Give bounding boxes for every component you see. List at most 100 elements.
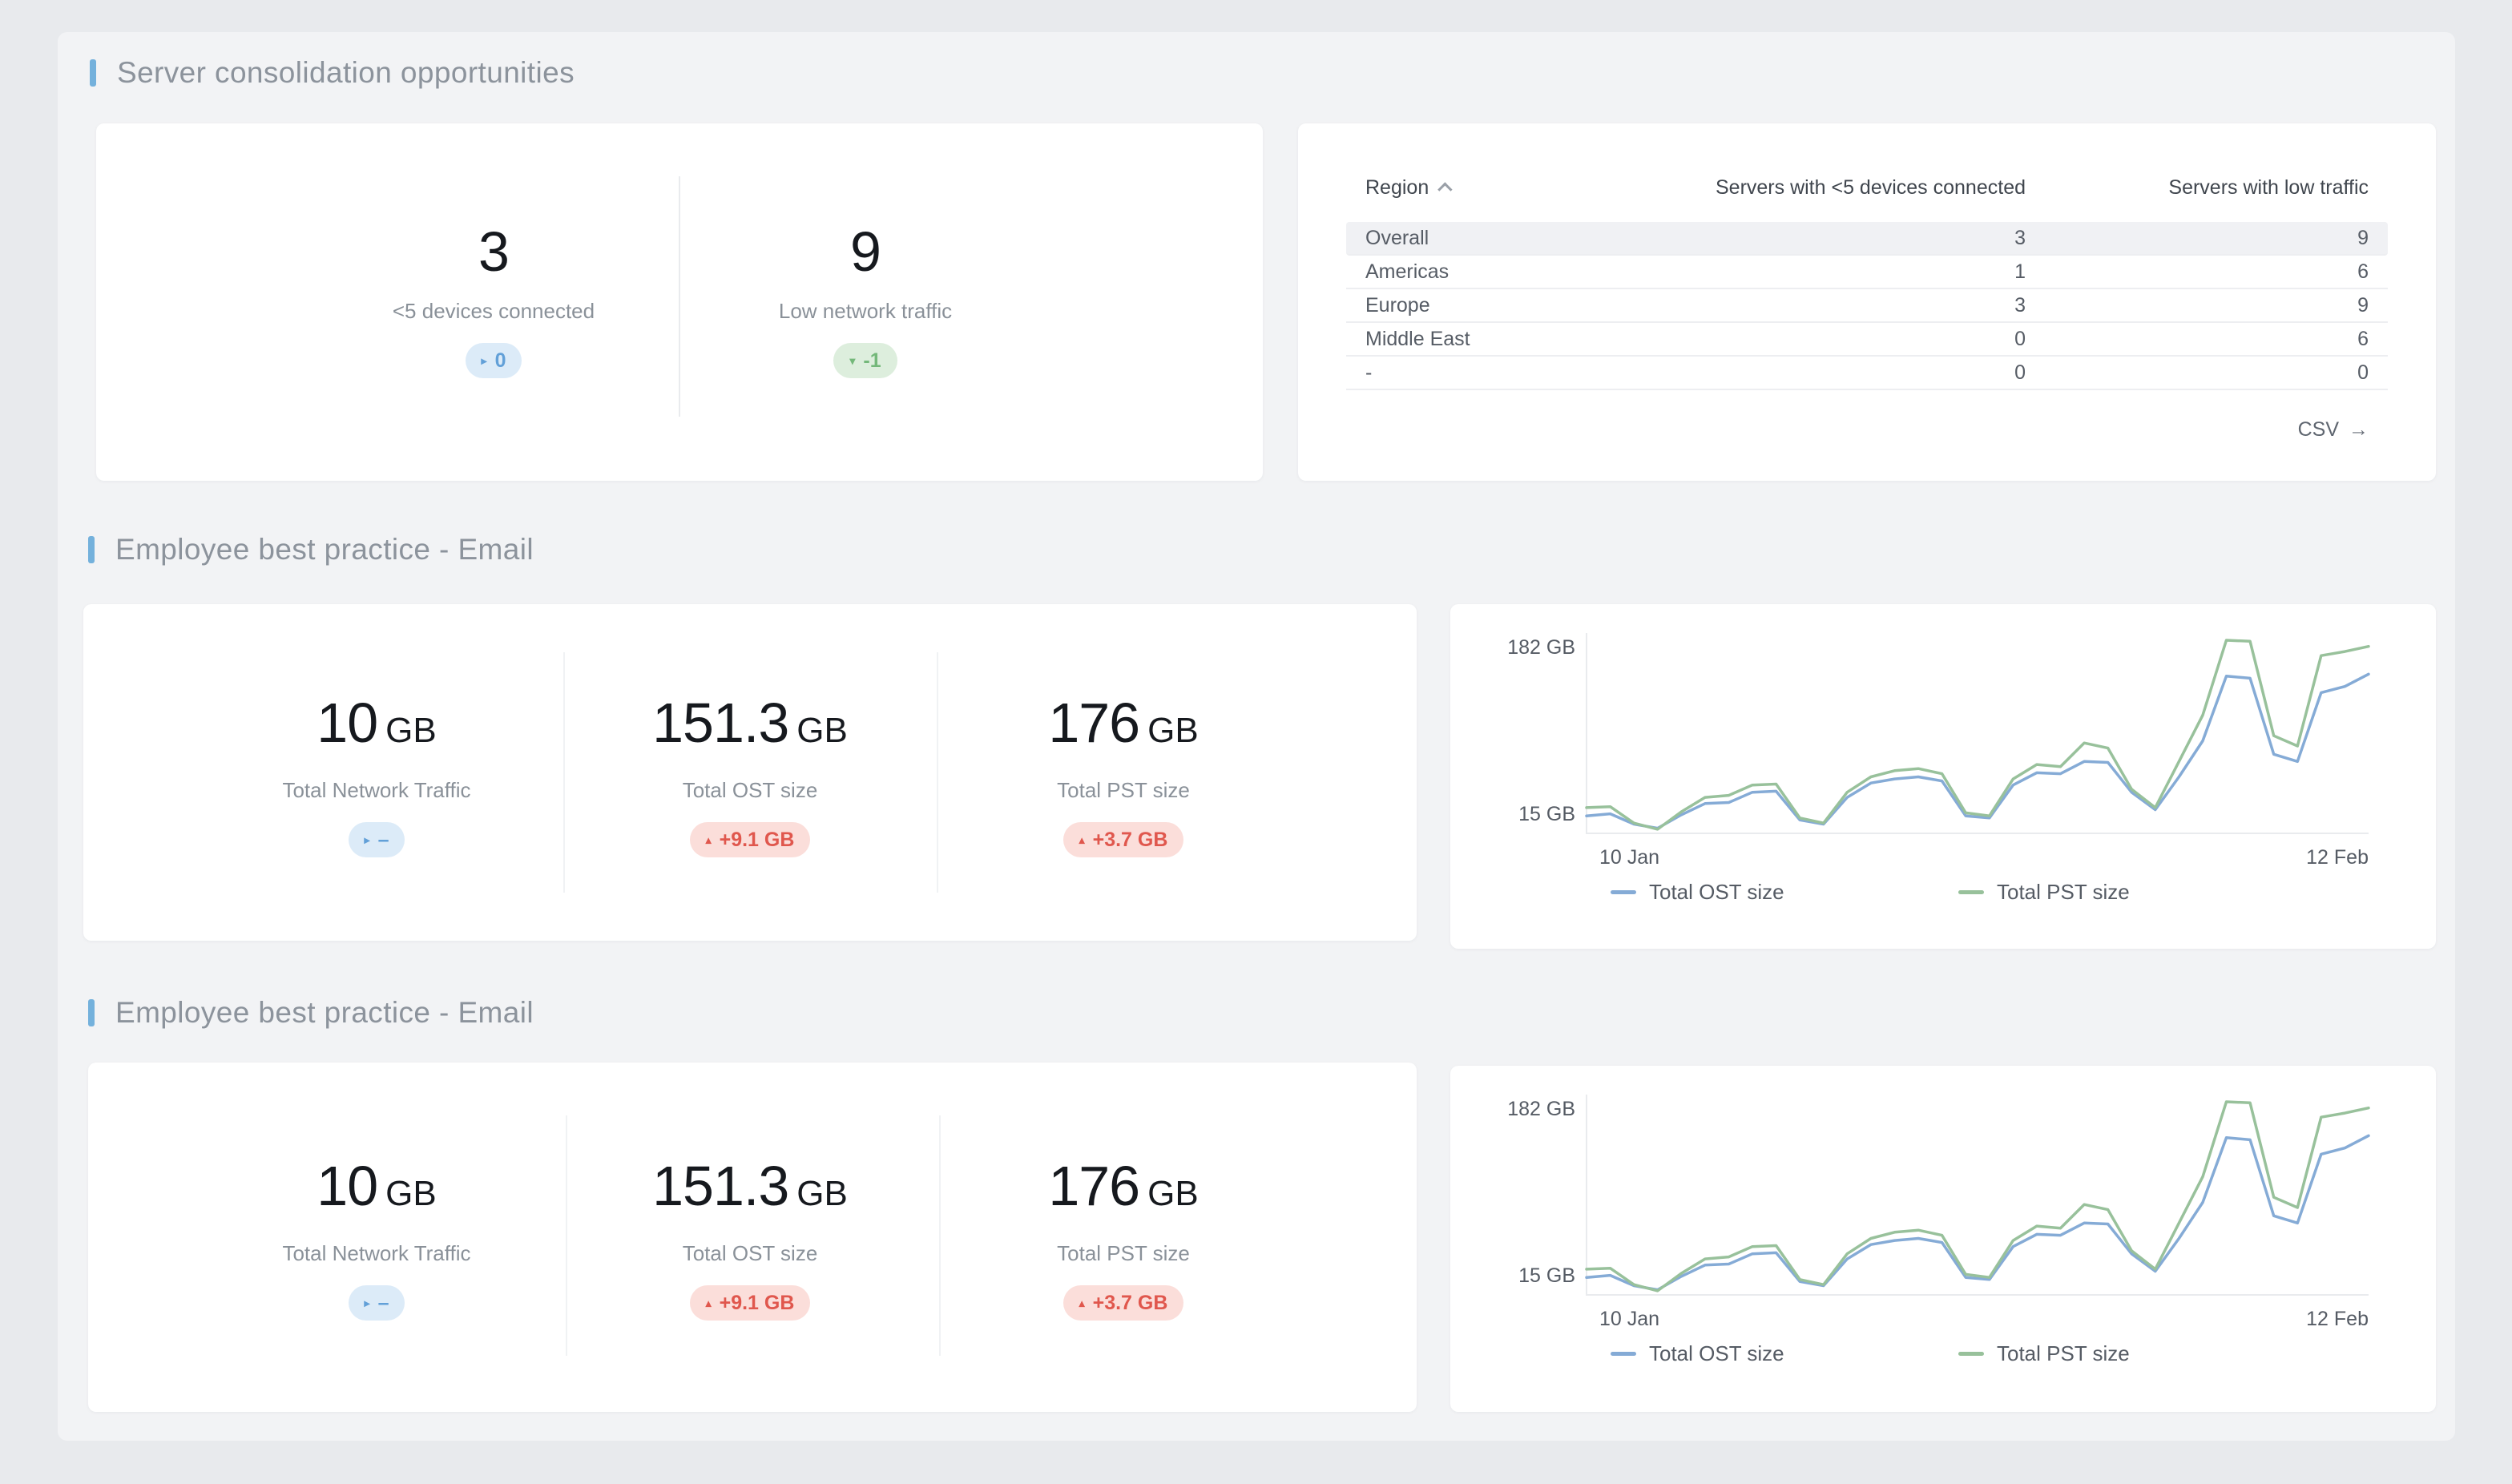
legend-label: Total OST size: [1649, 1341, 1784, 1365]
table-row-middle-east[interactable]: Middle East 0 6: [1346, 323, 2388, 357]
legend-item-pst[interactable]: Total PST size: [1958, 878, 2130, 905]
divider: [937, 652, 938, 893]
legend-item-pst[interactable]: Total PST size: [1958, 1340, 2130, 1367]
stat-label: Low network traffic: [778, 299, 953, 323]
x-axis-label-end: 12 Feb: [2306, 1308, 2369, 1330]
delta-value: 0: [494, 349, 506, 372]
stat-label: Total OST size: [682, 778, 818, 802]
stat-label: Total Network Traffic: [282, 778, 471, 802]
sort-asc-icon: [1437, 181, 1453, 197]
csv-export-link[interactable]: CSV →: [2298, 415, 2369, 444]
section-title: Server consolidation opportunities: [117, 56, 575, 89]
cell-low: 9: [2357, 293, 2369, 317]
accent-bar-icon: [90, 59, 96, 87]
delta-badge: ▸ 0: [465, 343, 522, 378]
cell-lt5: 3: [2014, 293, 2026, 317]
consolidation-stats-card: 3 <5 devices connected ▸ 0 9 Low network …: [96, 123, 1263, 481]
table-body: Overall 3 9 Americas 1 6 Europe 3 9 Midd…: [1346, 222, 2388, 390]
stat-unit: GB: [1147, 711, 1199, 750]
section-header-email-2: Employee best practice - Email: [88, 995, 534, 1030]
cell-region: Overall: [1365, 226, 1429, 249]
table-header-region[interactable]: Region: [1365, 176, 1577, 200]
stat-total-network-traffic: 10 GB Total Network Traffic ▸ –: [192, 1152, 561, 1321]
cell-lt5: 3: [2014, 226, 2026, 249]
stat-label: Total Network Traffic: [282, 1241, 471, 1265]
legend-swatch-ost-icon: [1611, 1351, 1636, 1356]
delta-badge: ▴ +9.1 GB: [689, 1285, 811, 1321]
table-row-unassigned[interactable]: - 0 0: [1346, 357, 2388, 390]
email-chart-card-1: 182 GB 15 GB 10 Jan 12 Feb Total OST siz…: [1450, 604, 2436, 949]
triangle-down-icon: ▾: [849, 354, 856, 367]
stat-low-network-traffic: 9 Low network traffic ▾ -1: [681, 218, 1050, 378]
legend-label: Total PST size: [1997, 1341, 2130, 1365]
accent-bar-icon: [88, 999, 95, 1026]
stat-unit: GB: [796, 711, 848, 750]
legend-swatch-ost-icon: [1611, 889, 1636, 894]
cell-region: -: [1365, 361, 1373, 384]
email-chart-card-2: 182 GB 15 GB 10 Jan 12 Feb Total OST siz…: [1450, 1066, 2436, 1412]
delta-badge: ▴ +9.1 GB: [689, 822, 811, 857]
triangle-up-icon: ▴: [705, 1296, 712, 1309]
stat-unit: GB: [796, 1174, 848, 1213]
stat-label: Total PST size: [1057, 778, 1190, 802]
table-header-servers-low-traffic[interactable]: Servers with low traffic: [2168, 175, 2369, 199]
legend-label: Total PST size: [1997, 879, 2130, 904]
divider: [939, 1115, 941, 1356]
divider: [563, 652, 565, 893]
triangle-right-icon: ▸: [481, 354, 487, 367]
stat-total-network-traffic: 10 GB Total Network Traffic ▸ –: [192, 689, 561, 857]
x-axis-label-start: 10 Jan: [1599, 1308, 1660, 1330]
table-header-row: Region Servers with <5 devices connected…: [1346, 171, 2388, 204]
stat-unit: GB: [1147, 1174, 1199, 1213]
cell-low: 6: [2357, 260, 2369, 283]
cell-low: 0: [2357, 361, 2369, 384]
stat-unit: GB: [385, 1174, 437, 1213]
delta-badge: ▸ –: [348, 1285, 405, 1321]
email-stats-card-2: 10 GB Total Network Traffic ▸ – 151.3 GB To…: [88, 1063, 1417, 1412]
stat-label: <5 devices connected: [392, 299, 595, 323]
section-header-email-1: Employee best practice - Email: [88, 532, 534, 567]
stat-total-ost-size: 151.3 GB Total OST size ▴ +9.1 GB: [566, 689, 934, 857]
stat-label: Total OST size: [682, 1241, 818, 1265]
stat-value: 151.3: [652, 692, 789, 754]
x-axis-label-start: 10 Jan: [1599, 846, 1660, 869]
region-table-card: Region Servers with <5 devices connected…: [1298, 123, 2436, 481]
stat-total-pst-size: 176 GB Total PST size ▴ +3.7 GB: [939, 1152, 1308, 1321]
legend-item-ost[interactable]: Total OST size: [1611, 878, 1784, 905]
table-row-overall[interactable]: Overall 3 9: [1346, 222, 2388, 256]
delta-value: –: [377, 1291, 389, 1314]
section-title: Employee best practice - Email: [115, 996, 534, 1029]
line-chart[interactable]: [1450, 1066, 2436, 1410]
cell-lt5: 1: [2014, 260, 2026, 283]
table-header-servers-lt5[interactable]: Servers with <5 devices connected: [1715, 175, 2026, 199]
x-axis-label-end: 12 Feb: [2306, 846, 2369, 869]
cell-region: Middle East: [1365, 327, 1470, 350]
delta-badge: ▾ -1: [833, 343, 897, 378]
triangle-right-icon: ▸: [364, 1296, 370, 1309]
cell-low: 9: [2357, 226, 2369, 249]
delta-value: –: [377, 828, 389, 851]
stat-value: 10: [317, 692, 378, 754]
table-row-americas[interactable]: Americas 1 6: [1346, 256, 2388, 289]
delta-badge: ▴ +3.7 GB: [1062, 822, 1184, 857]
stat-label: Total PST size: [1057, 1241, 1190, 1265]
delta-value: +3.7 GB: [1092, 1291, 1168, 1314]
triangle-up-icon: ▴: [705, 833, 712, 846]
line-chart[interactable]: [1450, 604, 2436, 949]
y-axis-label-max: 182 GB: [1507, 636, 1575, 659]
stat-value: 151.3: [652, 1155, 789, 1217]
legend-swatch-pst-icon: [1958, 1351, 1984, 1356]
y-axis-label-min: 15 GB: [1518, 1264, 1575, 1287]
delta-badge: ▴ +3.7 GB: [1062, 1285, 1184, 1321]
stat-total-pst-size: 176 GB Total PST size ▴ +3.7 GB: [939, 689, 1308, 857]
stat-value: 10: [317, 1155, 378, 1217]
legend-swatch-pst-icon: [1958, 889, 1984, 894]
delta-value: +9.1 GB: [719, 828, 795, 851]
delta-value: -1: [863, 349, 881, 372]
csv-label: CSV: [2297, 417, 2339, 441]
legend-item-ost[interactable]: Total OST size: [1611, 1340, 1784, 1367]
y-axis-label-max: 182 GB: [1507, 1098, 1575, 1120]
table-row-europe[interactable]: Europe 3 9: [1346, 289, 2388, 323]
delta-badge: ▸ –: [348, 822, 405, 857]
